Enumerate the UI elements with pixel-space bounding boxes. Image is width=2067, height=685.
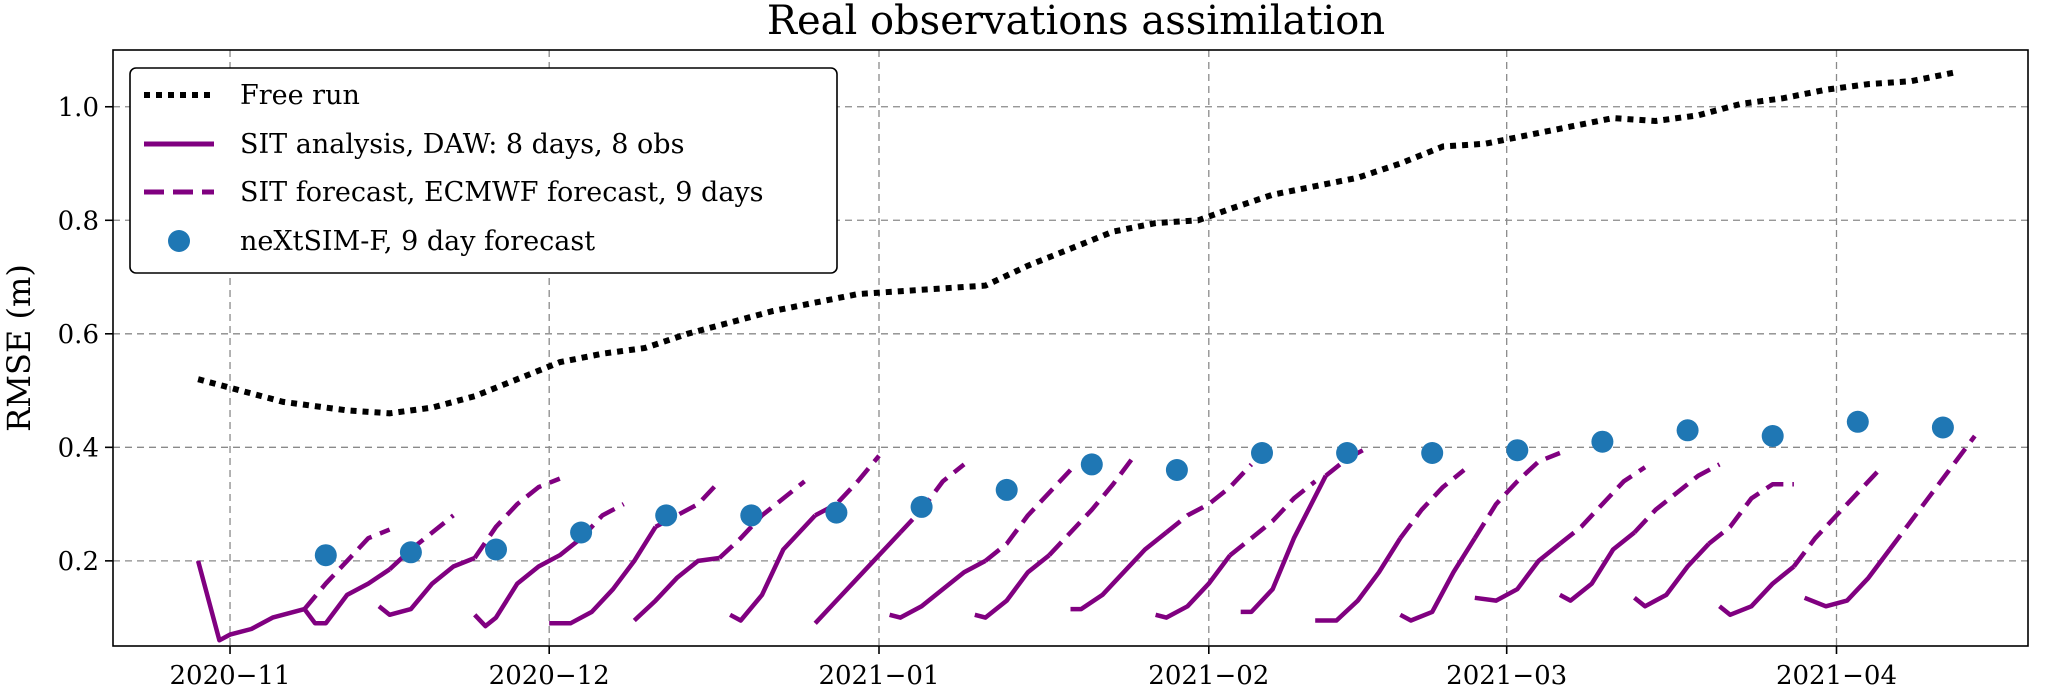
y-tick-label: 1.0 xyxy=(58,93,99,123)
sit-analysis-segment xyxy=(889,558,987,620)
sit-analysis-segment xyxy=(1070,530,1168,612)
legend: Free run SIT analysis, DAW: 8 days, 8 ob… xyxy=(129,67,838,274)
nextsim-point xyxy=(740,504,763,527)
sit-forecast-segment xyxy=(1398,468,1466,540)
sit-forecast-segment xyxy=(717,479,806,560)
sit-analysis-segment xyxy=(974,553,1051,620)
sit-forecast-segment xyxy=(388,513,455,572)
legend-entry-free-run: Free run xyxy=(144,80,360,111)
plot-frame xyxy=(112,49,2029,647)
sit-forecast-segment xyxy=(1164,462,1254,535)
sit-forecast-segment xyxy=(302,527,391,611)
nextsim-point xyxy=(1676,419,1699,442)
nextsim-point xyxy=(1336,442,1359,464)
sit-forecast-segment xyxy=(1632,462,1721,535)
nextsim-point xyxy=(1761,425,1784,447)
x-tick-label: 2021−04 xyxy=(1776,661,1897,685)
nextsim-point xyxy=(910,495,933,518)
nextsim-point xyxy=(485,538,507,561)
legend-label-nextsim: neXtSIM-F, 9 day forecast xyxy=(240,226,595,257)
nextsim-point xyxy=(825,501,848,524)
y-tick-label: 0.8 xyxy=(58,206,99,236)
nextsim-point xyxy=(1931,416,1954,439)
nextsim-point xyxy=(1080,453,1103,476)
y-tick-label: 0.6 xyxy=(58,320,99,350)
sit-analysis-segment xyxy=(1803,548,1892,609)
nextsim-point xyxy=(1251,442,1273,464)
tick-layer: 2020−11 2020−12 2021−01 2021−02 2021−03 2021−… xyxy=(58,93,1897,685)
legend-swatch-nextsim xyxy=(168,230,190,252)
nextsim-point xyxy=(399,541,422,564)
x-tick-label: 2021−01 xyxy=(818,661,939,685)
sit-analysis-segment xyxy=(632,555,720,623)
x-tick-label: 2021−02 xyxy=(1148,661,1269,685)
sit-forecast-segment xyxy=(983,468,1073,563)
legend-label-sit-forecast: SIT forecast, ECMWF forecast, 9 days xyxy=(240,177,764,208)
sit-analysis-segment xyxy=(1155,553,1232,620)
sit-forecast-segment xyxy=(898,462,966,535)
sit-forecast-segment xyxy=(814,454,881,518)
sit-analysis-segment xyxy=(1474,542,1562,603)
y-axis-label: RMSE (m) xyxy=(0,264,38,432)
sit-analysis-segment xyxy=(1315,537,1403,623)
nextsim-point xyxy=(1506,439,1529,462)
x-tick-label: 2021−03 xyxy=(1446,661,1567,685)
sit-analysis-segment xyxy=(549,525,658,626)
legend-label-sit-analysis: SIT analysis, DAW: 8 days, 8 obs xyxy=(240,129,684,160)
sit-forecast-segment xyxy=(1472,450,1561,540)
sit-forecast-segment xyxy=(1047,454,1137,557)
legend-entry-sit-forecast: SIT forecast, ECMWF forecast, 9 days xyxy=(144,177,764,208)
sit-analysis-segment xyxy=(377,555,476,618)
series-layer xyxy=(195,69,1977,643)
nextsim-point xyxy=(570,521,593,544)
sit-forecast-segment xyxy=(1558,465,1647,546)
sit-forecast-segment xyxy=(1707,481,1794,546)
chart-title: Real observations assimilation xyxy=(767,0,1385,44)
sit-analysis-segment xyxy=(473,536,583,629)
sit-analysis-segment xyxy=(1240,474,1328,615)
sit-analysis-segment xyxy=(813,530,902,625)
x-tick-label: 2020−12 xyxy=(489,661,610,685)
sit-analysis-segment xyxy=(1399,537,1477,623)
sit-analysis-segment xyxy=(1558,530,1636,603)
sit-forecast-segment xyxy=(472,476,561,560)
sit-analysis-segment xyxy=(1632,542,1711,609)
sit-forecast-segment xyxy=(1228,479,1317,557)
sit-analysis-segment xyxy=(729,513,817,623)
nextsim-point xyxy=(1591,430,1614,453)
sit-analysis-segment xyxy=(1718,564,1796,618)
nextsim-point xyxy=(655,504,678,527)
nextsim-point xyxy=(1165,459,1188,481)
sit-forecast-segment xyxy=(1792,468,1881,568)
nextsim-point xyxy=(995,478,1018,501)
legend-box xyxy=(129,67,838,274)
y-tick-label: 0.4 xyxy=(58,433,99,463)
x-tick-label: 2020−11 xyxy=(170,661,291,685)
nextsim-point xyxy=(314,544,337,567)
legend-label-free-run: Free run xyxy=(240,80,360,111)
y-tick-label: 0.2 xyxy=(58,547,99,577)
nextsim-point xyxy=(1421,442,1444,464)
sit-analysis-segment xyxy=(302,567,391,626)
legend-entry-nextsim: neXtSIM-F, 9 day forecast xyxy=(168,226,595,257)
nextsim-point xyxy=(1846,410,1869,433)
sit-analysis-segment xyxy=(195,560,306,643)
legend-entry-sit-analysis: SIT analysis, DAW: 8 days, 8 obs xyxy=(144,129,684,160)
sit-forecast-segment xyxy=(1887,434,1977,551)
